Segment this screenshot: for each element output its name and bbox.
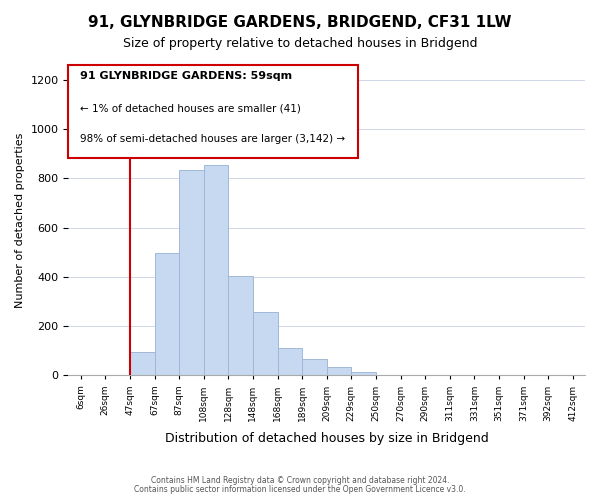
Bar [302,358,327,376]
Bar [327,368,352,376]
Bar [253,312,278,376]
Text: 91 GLYNBRIDGE GARDENS: 59sqm: 91 GLYNBRIDGE GARDENS: 59sqm [80,71,293,81]
Bar [155,253,179,376]
Bar [278,348,302,376]
Text: Contains public sector information licensed under the Open Government Licence v3: Contains public sector information licen… [134,485,466,494]
Text: 98% of semi-detached houses are larger (3,142) →: 98% of semi-detached houses are larger (… [80,134,346,143]
Text: ← 1% of detached houses are smaller (41): ← 1% of detached houses are smaller (41) [80,104,301,114]
Y-axis label: Number of detached properties: Number of detached properties [15,132,25,308]
Bar [130,352,155,376]
Bar [204,165,229,376]
X-axis label: Distribution of detached houses by size in Bridgend: Distribution of detached houses by size … [165,432,488,445]
Bar [352,372,376,376]
Text: 91, GLYNBRIDGE GARDENS, BRIDGEND, CF31 1LW: 91, GLYNBRIDGE GARDENS, BRIDGEND, CF31 1… [88,15,512,30]
Text: Size of property relative to detached houses in Bridgend: Size of property relative to detached ho… [123,38,477,51]
Text: Contains HM Land Registry data © Crown copyright and database right 2024.: Contains HM Land Registry data © Crown c… [151,476,449,485]
Bar [229,276,253,376]
Bar [179,170,204,376]
